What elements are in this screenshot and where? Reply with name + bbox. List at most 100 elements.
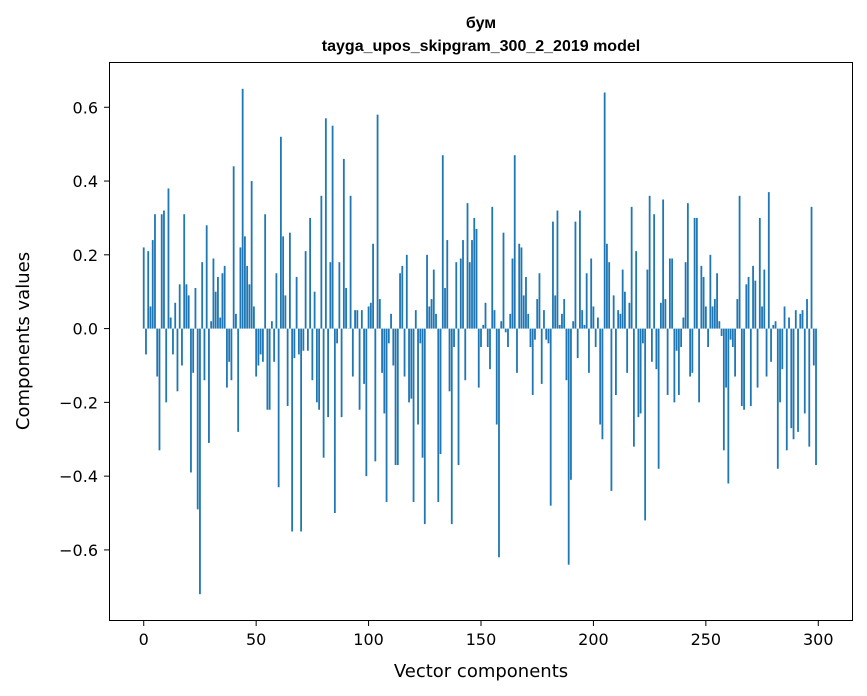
bar (615, 328, 617, 395)
bar (174, 302, 177, 329)
bar (151, 240, 154, 329)
bar (628, 302, 631, 329)
bar (603, 92, 606, 329)
bar (219, 317, 222, 329)
bar (707, 328, 709, 348)
bar (794, 310, 797, 329)
bar (725, 328, 727, 388)
bar (358, 328, 361, 410)
bar (754, 280, 757, 329)
bar (570, 328, 572, 480)
y-tick-label: 0.4 (73, 172, 98, 191)
bar (430, 299, 433, 329)
bar (689, 328, 692, 377)
bar (432, 269, 435, 329)
bar (545, 328, 548, 340)
bar (552, 221, 554, 329)
bar (493, 310, 496, 329)
bar (745, 284, 748, 329)
bar (747, 276, 750, 329)
bar (253, 306, 255, 329)
bar (498, 328, 500, 558)
bar (812, 328, 815, 366)
bar (682, 317, 685, 329)
bar (439, 328, 442, 455)
bar (291, 328, 294, 532)
bar (403, 328, 406, 377)
bar (655, 328, 658, 370)
bar (520, 247, 523, 329)
bar (671, 258, 674, 329)
bar (455, 262, 458, 329)
bar (163, 210, 165, 329)
bar (244, 236, 246, 329)
bar (394, 328, 397, 466)
bar (761, 306, 763, 329)
bar (450, 328, 453, 525)
bar (583, 324, 586, 329)
bar (664, 299, 667, 329)
bar (477, 328, 480, 388)
bar (333, 328, 336, 514)
bar (677, 328, 680, 395)
bar (790, 328, 793, 429)
bar (453, 328, 455, 348)
bar (693, 217, 696, 329)
bar (686, 203, 689, 329)
bar (756, 328, 759, 388)
bar (167, 188, 170, 329)
bar (266, 328, 269, 410)
bar (210, 321, 213, 329)
bar (511, 258, 514, 329)
bar (212, 258, 215, 329)
bar (356, 310, 359, 329)
bar (810, 206, 813, 329)
bar (704, 306, 707, 329)
bar (612, 295, 615, 329)
bar (248, 284, 251, 329)
bar (743, 328, 745, 410)
bar (277, 328, 280, 488)
bar (360, 310, 363, 329)
bar (257, 328, 260, 366)
bar (385, 328, 388, 502)
bar (336, 328, 338, 344)
bar (304, 251, 307, 329)
bar (581, 310, 584, 329)
bar (585, 273, 588, 329)
bar (142, 247, 145, 329)
bar (374, 328, 377, 462)
bar (513, 155, 516, 329)
bar (329, 262, 332, 329)
bar (401, 265, 404, 329)
bar (644, 328, 647, 521)
bar (668, 258, 671, 329)
y-axis-ticks: −0.6 −0.4 −0.2 0.0 0.2 0.4 0.6 (59, 98, 110, 560)
bar (437, 328, 440, 502)
bar (396, 328, 399, 466)
bar (230, 328, 233, 381)
x-tick-label: 150 (466, 630, 497, 649)
bar (783, 306, 786, 329)
bar (309, 217, 312, 329)
y-tick-label: 0.2 (73, 246, 98, 265)
bar (264, 214, 267, 329)
bar (774, 321, 777, 329)
bar (531, 328, 534, 395)
bar (297, 328, 300, 355)
bar (803, 328, 806, 414)
bar (720, 328, 723, 336)
bar (318, 328, 321, 410)
chart-subtitle: tayga_upos_skipgram_300_2_2019 model (322, 38, 640, 55)
bar (722, 328, 725, 451)
bar (597, 317, 599, 329)
bar (331, 125, 334, 329)
bar (529, 328, 532, 348)
bar (473, 217, 476, 329)
bar (221, 273, 224, 329)
bar (547, 328, 550, 344)
bar (785, 328, 788, 451)
bar (392, 328, 395, 366)
bar (190, 328, 192, 473)
